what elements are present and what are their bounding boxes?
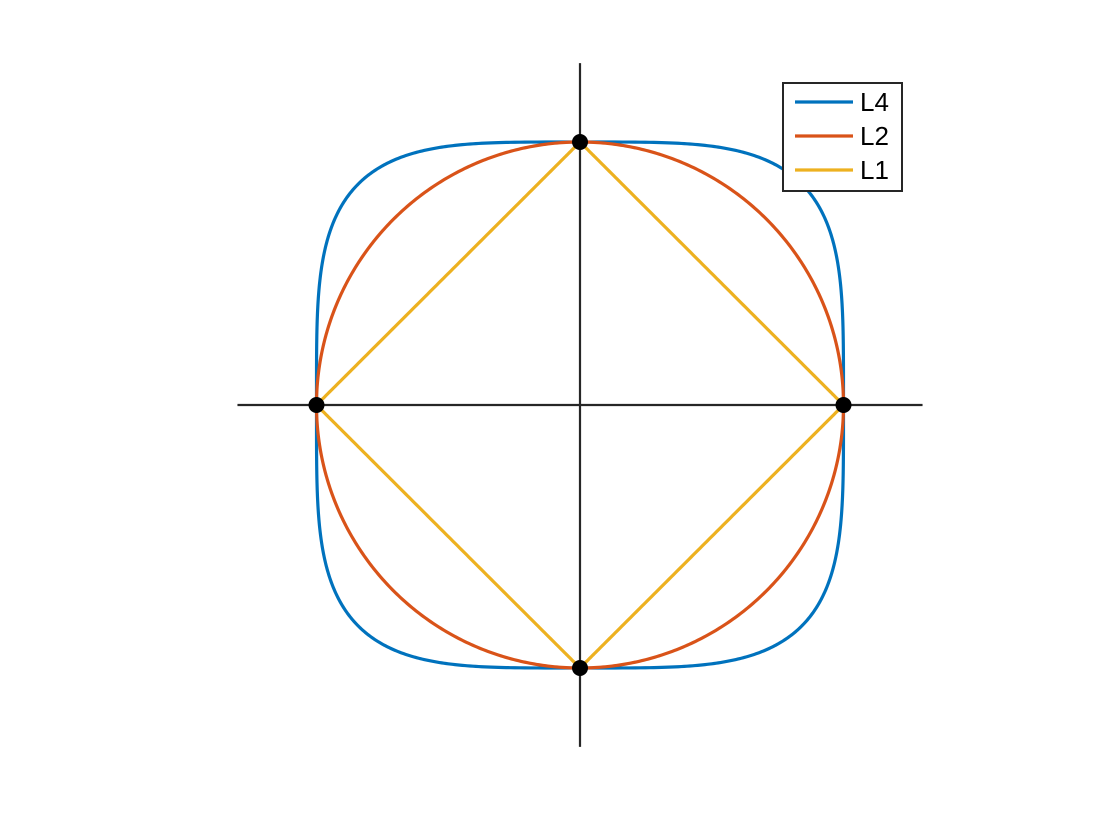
- marker-point: [308, 397, 325, 413]
- points-group: [308, 134, 852, 676]
- axes: [237, 63, 923, 747]
- marker-point: [835, 397, 852, 413]
- legend: L4 L2 L1: [782, 82, 903, 192]
- legend-label-l4: L4: [860, 87, 889, 117]
- legend-label-l1: L1: [860, 155, 889, 185]
- legend-label-l2: L2: [860, 121, 889, 151]
- marker-point: [572, 134, 588, 150]
- marker-point: [572, 660, 588, 676]
